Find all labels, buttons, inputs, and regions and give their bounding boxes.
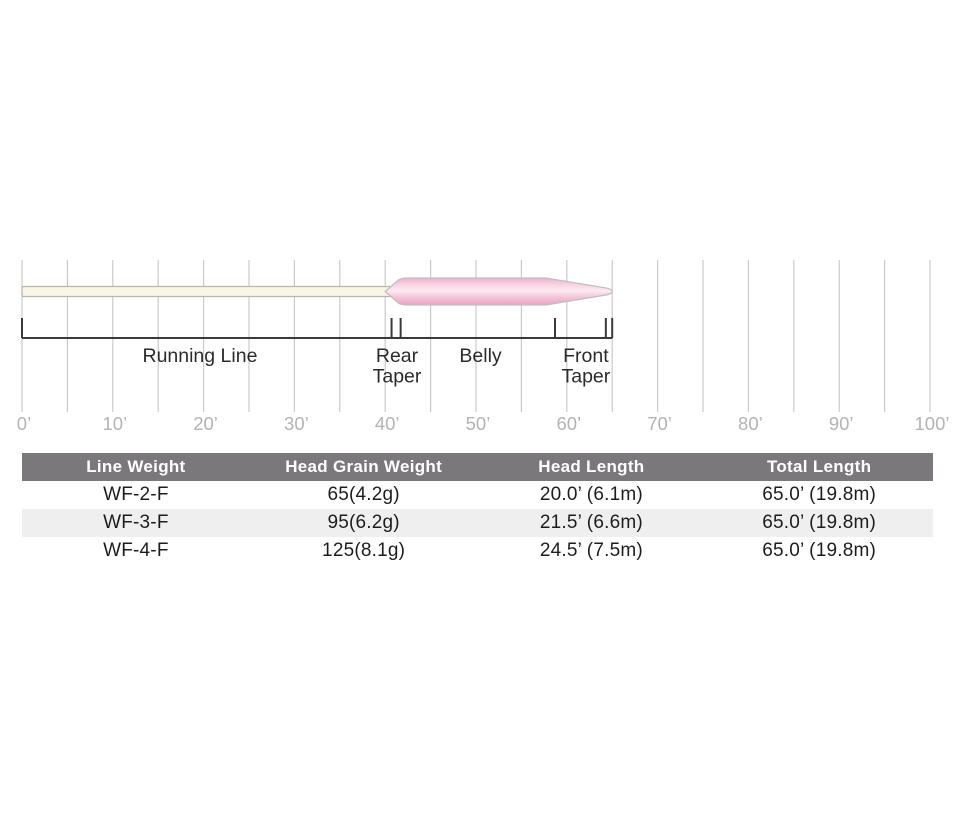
cell-line-weight: WF-4-F [103,540,169,561]
axis-tick-label: 60’ [556,413,581,434]
axis-tick-label: 70’ [647,413,672,434]
cell-total-length: 65.0’ (19.8m) [762,512,877,533]
axis-tick-label: 90’ [829,413,854,434]
cell-head-length: 24.5’ (7.5m) [539,540,643,561]
axis-tick-label: 20’ [193,413,218,434]
cell-grain-weight: 125(8.1g) [322,540,406,561]
axis-tick-label: 30’ [284,413,309,434]
spec-table-header: Line Weight Head Grain Weight Head Lengt… [22,453,933,481]
header-row: Line Weight Head Grain Weight Head Lengt… [22,453,933,481]
cell-line-weight: WF-3-F [103,512,169,533]
spec-table-body: WF-2-F 65(4.2g) 20.0’ (6.1m) 65.0’ (19.8… [22,481,933,565]
col-header-total-length: Total Length [705,453,933,481]
cell-head-length: 21.5’ (6.6m) [539,512,643,533]
segment-label: Taper [561,366,610,388]
table-row: WF-4-F 125(8.1g) 24.5’ (7.5m) 65.0’ (19.… [22,537,933,565]
axis-tick-label: 50’ [466,413,491,434]
table-row: WF-3-F 95(6.2g) 21.5’ (6.6m) 65.0’ (19.8… [22,509,933,537]
axis-tick-label: 40’ [375,413,400,434]
table-row: WF-2-F 65(4.2g) 20.0’ (6.1m) 65.0’ (19.8… [22,481,933,509]
axis-tick-label: 80’ [738,413,763,434]
running-line-segment [21,285,393,298]
axis-tick-label: 0’ [17,413,31,434]
col-header-head-grain-weight: Head Grain Weight [249,453,478,481]
cell-head-length: 20.0’ (6.1m) [539,484,643,505]
line-spec-table: Line Weight Head Grain Weight Head Lengt… [22,453,933,565]
segment-label: Running Line [142,345,257,367]
col-header-line-weight: Line Weight [22,453,250,481]
segment-label: Belly [459,345,502,367]
axis-tick-label: 100’ [915,413,950,434]
cell-total-length: 65.0’ (19.8m) [762,484,877,505]
cell-grain-weight: 65(4.2g) [327,484,400,505]
axis-tick-label: 10’ [102,413,127,434]
segment-label: Taper [373,366,422,388]
col-header-head-length: Head Length [477,453,706,481]
segment-label: Front [563,345,609,367]
cell-total-length: 65.0’ (19.8m) [762,540,877,561]
cell-line-weight: WF-2-F [103,484,169,505]
cell-grain-weight: 95(6.2g) [327,512,400,533]
head-segment [384,277,613,306]
segment-label: Rear [376,345,419,367]
